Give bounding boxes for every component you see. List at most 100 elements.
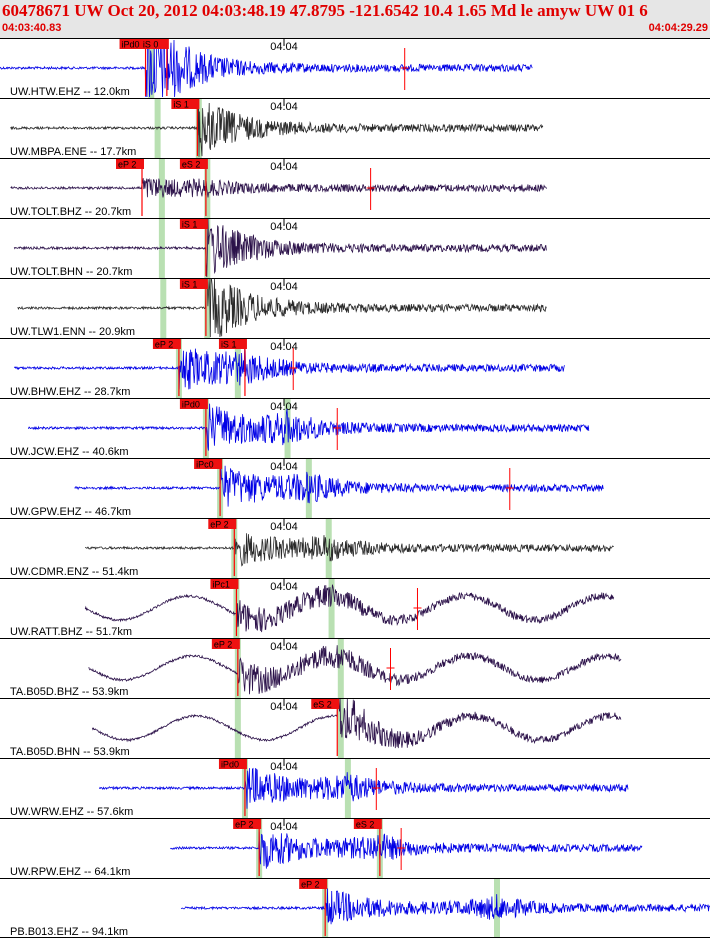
phase-pick-box[interactable] [208, 519, 237, 529]
trace-row[interactable]: 04:04 eP 2 TA.B05D.BHZ -- 53.9km [0, 638, 710, 699]
waveform [180, 888, 710, 925]
phase-pick-label: eS 2 [356, 820, 375, 830]
minute-tick-label: 04:04 [270, 401, 298, 413]
start-time: 04:03:40.83 [2, 22, 62, 34]
trace-row[interactable]: 04:04 eP 2 UW.CDMR.ENZ -- 51.4km [0, 518, 710, 579]
waveform [170, 831, 643, 869]
station-label: TA.B05D.BHZ -- 53.9km [10, 686, 128, 698]
phase-pick-label: eP 2 [235, 820, 253, 830]
phase-pick-label: iPd0 [122, 40, 140, 50]
station-label: UW.CDMR.ENZ -- 51.4km [10, 566, 138, 578]
phase-pick-label: iS 1 [173, 100, 189, 110]
waveform [84, 533, 614, 567]
phase-pick-box[interactable] [218, 339, 247, 349]
station-label: UW.WRW.EHZ -- 57.6km [10, 806, 133, 818]
end-time: 04:04:29.29 [648, 22, 708, 34]
minute-tick-label: 04:04 [270, 461, 298, 473]
station-label: UW.MBPA.ENE -- 17.7km [10, 146, 136, 158]
phase-pick-box[interactable] [179, 279, 208, 289]
phase-pick-box[interactable] [233, 819, 262, 829]
waveform [13, 348, 565, 390]
phase-pick-box[interactable] [353, 819, 382, 829]
waveform [10, 177, 547, 198]
waveform [0, 38, 533, 98]
phase-pick-box[interactable] [116, 159, 144, 169]
station-label: UW.TOLT.BHZ -- 20.7km [10, 206, 131, 218]
trace-row[interactable]: 04:04 iPd0 UW.WRW.EHZ -- 57.6km [0, 758, 710, 819]
waveform [91, 698, 622, 749]
phase-pick-label: eS 2 [313, 700, 332, 710]
minute-tick-label: 04:04 [270, 821, 298, 833]
trace-row[interactable]: 04:04 iS 1 UW.TLW1.ENN -- 20.9km [0, 278, 710, 339]
minute-tick-label: 04:04 [270, 341, 298, 353]
station-label: UW.HTW.EHZ -- 12.0km [10, 86, 130, 98]
waveform [84, 584, 615, 633]
waveform [74, 465, 604, 507]
theory-band [328, 579, 335, 638]
trace-row[interactable]: 04:04 iS 1 UW.TOLT.BHN -- 20.7km [0, 218, 710, 279]
phase-pick-box[interactable] [179, 219, 208, 229]
phase-pick-box[interactable] [218, 759, 247, 769]
trace-row[interactable]: 04:04 iPc0 UW.GPW.EHZ -- 46.7km [0, 458, 710, 519]
phase-pick-label: eP 2 [301, 880, 319, 890]
phase-pick-box[interactable] [194, 459, 223, 469]
station-label: PB.B013.EHZ -- 94.1km [10, 926, 128, 938]
theory-band [158, 219, 165, 278]
minute-tick-label: 04:04 [270, 281, 298, 293]
phase-pick-box[interactable] [179, 399, 208, 409]
phase-pick-box[interactable] [152, 339, 181, 349]
trace-row[interactable]: eP 2 PB.B013.EHZ -- 94.1km [0, 878, 710, 938]
station-label: UW.BHW.EHZ -- 28.7km [10, 386, 130, 398]
theory-band [204, 279, 211, 338]
phase-pick-label: iS 0 [143, 40, 159, 50]
theory-band [305, 459, 312, 518]
phase-pick-label: eS 2 [182, 160, 201, 170]
phase-pick-box[interactable] [171, 99, 200, 109]
phase-pick-label: iPc0 [196, 460, 214, 470]
station-label: UW.GPW.EHZ -- 46.7km [10, 506, 131, 518]
minute-tick-label: 04:04 [270, 41, 298, 53]
station-label: UW.JCW.EHZ -- 40.6km [10, 446, 129, 458]
waveform [88, 645, 622, 695]
trace-row[interactable]: 04:04 iS 1 UW.MBPA.ENE -- 17.7km [0, 98, 710, 159]
trace-row[interactable]: 04:04 iPc1 UW.RATT.BHZ -- 51.7km [0, 578, 710, 639]
minute-tick-label: 04:04 [270, 701, 298, 713]
phase-pick-box[interactable] [210, 579, 239, 589]
station-label: UW.TLW1.ENN -- 20.9km [10, 326, 135, 338]
trace-row[interactable]: 04:04 eP 2 eS 2 UW.TOLT.BHZ -- 20.7km [0, 158, 710, 219]
trace-row[interactable]: 04:04 eP 2 eS 2 UW.RPW.EHZ -- 64.1km [0, 818, 710, 879]
minute-tick-label: 04:04 [270, 761, 298, 773]
theory-band [160, 279, 167, 338]
waveform [13, 218, 547, 278]
phase-pick-box[interactable] [140, 39, 169, 49]
waveform [99, 767, 629, 809]
minute-tick-label: 04:04 [270, 581, 298, 593]
phase-pick-label: eP 2 [210, 520, 228, 530]
minute-tick-label: 04:04 [270, 161, 298, 173]
trace-row[interactable]: 04:04 eS 2 TA.B05D.BHN -- 53.9km [0, 698, 710, 759]
station-label: UW.RATT.BHZ -- 51.7km [10, 626, 132, 638]
waveform [10, 98, 544, 157]
station-label: UW.TOLT.BHN -- 20.7km [10, 266, 132, 278]
phase-pick-box[interactable] [311, 699, 340, 709]
event-title: 60478671 UW Oct 20, 2012 04:03:48.19 47.… [2, 1, 648, 20]
station-label: TA.B05D.BHN -- 53.9km [10, 746, 130, 758]
trace-row[interactable]: 04:04 iPd0 iS 0 UW.HTW.EHZ -- 12.0km [0, 38, 710, 99]
phase-pick-box[interactable] [299, 879, 328, 889]
minute-tick-label: 04:04 [270, 221, 298, 233]
theory-band [337, 639, 344, 698]
phase-pick-box[interactable] [179, 159, 208, 169]
phase-pick-box[interactable] [119, 39, 148, 49]
minute-tick-label: 04:04 [270, 101, 298, 113]
event-header: 60478671 UW Oct 20, 2012 04:03:48.19 47.… [0, 0, 710, 39]
phase-pick-box[interactable] [211, 639, 240, 649]
phase-pick-label: iS 1 [182, 280, 198, 290]
phase-pick-label: eP 2 [155, 340, 173, 350]
phase-pick-label: iPd0 [182, 400, 200, 410]
waveform [28, 403, 590, 451]
phase-pick-label: iS 1 [182, 220, 198, 230]
trace-row[interactable]: 04:04 iPd0 UW.JCW.EHZ -- 40.6km [0, 398, 710, 459]
phase-pick-label: iS 1 [221, 340, 237, 350]
trace-row[interactable]: 04:04 eP 2 iS 1 UW.BHW.EHZ -- 28.7km [0, 338, 710, 399]
